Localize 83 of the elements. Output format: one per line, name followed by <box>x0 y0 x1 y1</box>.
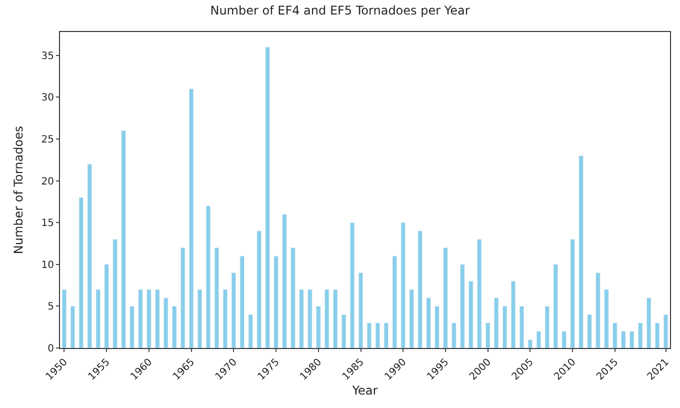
bar <box>570 239 575 348</box>
y-tick-label: 20 <box>41 176 54 188</box>
bar <box>621 331 626 348</box>
bar <box>308 289 312 348</box>
bar <box>231 272 236 348</box>
bar <box>519 306 524 348</box>
bar <box>290 247 296 348</box>
bar <box>274 256 278 348</box>
bar <box>426 298 431 348</box>
bar <box>240 256 245 348</box>
bar <box>366 322 372 348</box>
bar <box>612 322 618 348</box>
bar <box>392 256 398 348</box>
y-tick-label: 15 <box>41 218 54 230</box>
bar <box>265 46 270 348</box>
bar <box>587 314 592 348</box>
bar <box>282 214 287 348</box>
bar <box>350 222 355 348</box>
bar <box>485 322 490 348</box>
bar <box>121 130 126 348</box>
y-tick-label: 25 <box>41 134 54 146</box>
bar <box>596 272 600 348</box>
bar <box>222 289 228 348</box>
bar <box>172 306 177 348</box>
bar <box>324 289 330 348</box>
y-tick-label: 0 <box>48 344 54 354</box>
bar <box>256 230 262 348</box>
bar <box>375 322 380 348</box>
bar <box>206 206 211 348</box>
bar <box>460 264 465 348</box>
bar <box>130 306 134 348</box>
y-tick-label: 5 <box>48 302 54 313</box>
bar <box>180 247 186 348</box>
bar <box>536 331 542 348</box>
bar <box>62 289 67 348</box>
bar <box>562 331 566 348</box>
bar <box>544 306 550 348</box>
bar <box>146 289 152 348</box>
bar <box>468 280 474 348</box>
bar <box>358 272 364 348</box>
bar <box>400 222 406 348</box>
bar <box>341 314 346 348</box>
bar <box>197 289 202 348</box>
bar <box>638 322 643 348</box>
bar <box>409 289 414 348</box>
bar <box>248 314 253 348</box>
bar <box>299 289 304 348</box>
bar <box>630 331 634 348</box>
bar <box>494 298 499 348</box>
bar <box>646 298 652 348</box>
bar <box>604 289 609 348</box>
bar <box>96 289 100 348</box>
y-tick-label: 30 <box>41 92 54 104</box>
bar <box>663 314 668 348</box>
bar <box>78 197 84 348</box>
x-axis-title: Year <box>351 384 378 398</box>
bar <box>164 298 168 348</box>
bar <box>528 339 533 348</box>
bar <box>70 306 76 348</box>
bar <box>578 155 584 348</box>
y-axis-title: Number of Tornadoes <box>12 126 26 254</box>
y-tick-label: 10 <box>41 260 54 271</box>
bar <box>654 322 660 348</box>
y-tick-label: 35 <box>41 50 54 62</box>
bar <box>452 322 456 348</box>
bar <box>87 164 92 348</box>
bar <box>155 289 160 348</box>
bar <box>510 280 516 348</box>
bar <box>418 230 422 348</box>
bar <box>434 306 440 348</box>
bar <box>332 289 338 348</box>
bar <box>384 322 389 348</box>
bar <box>443 247 448 348</box>
bar <box>112 239 118 348</box>
bar <box>477 239 482 348</box>
bar <box>214 247 220 348</box>
chart-title: Number of EF4 and EF5 Tornadoes per Year <box>210 4 470 18</box>
bar <box>553 264 558 348</box>
bar <box>188 88 194 348</box>
bar <box>138 289 143 348</box>
bar <box>316 306 321 348</box>
bar <box>104 264 109 348</box>
bar <box>502 306 508 348</box>
